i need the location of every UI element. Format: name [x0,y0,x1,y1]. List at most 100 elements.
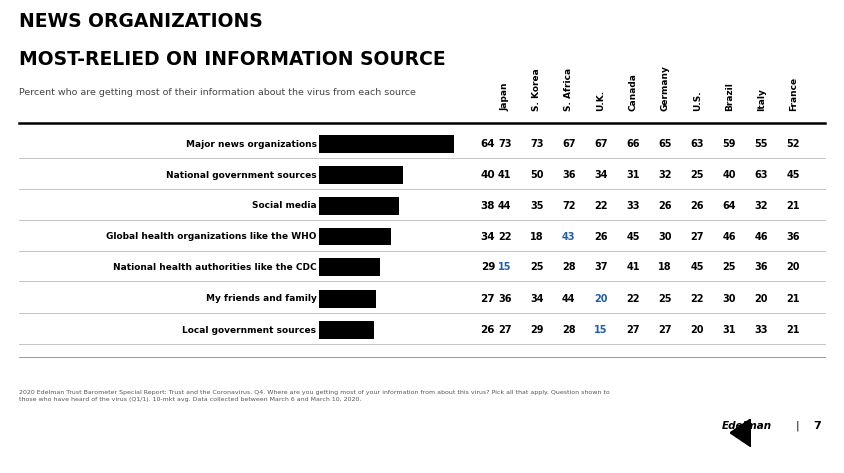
Text: 55: 55 [755,139,768,149]
Text: 25: 25 [530,262,544,272]
Text: 73: 73 [530,139,544,149]
Text: 46: 46 [722,231,736,242]
Text: S. Korea: S. Korea [533,69,541,111]
Text: 20: 20 [594,294,608,304]
Text: Local government sources: Local government sources [182,325,316,335]
Text: 15: 15 [498,262,511,272]
Text: 27: 27 [626,325,640,335]
Text: 26: 26 [690,201,704,211]
Text: 22: 22 [594,201,608,211]
Text: 27: 27 [498,325,511,335]
Text: 15: 15 [594,325,608,335]
Text: Canada: Canada [629,73,637,111]
Text: 31: 31 [626,170,640,180]
Text: 72: 72 [562,201,576,211]
Text: 22: 22 [498,231,511,242]
Text: 33: 33 [755,325,768,335]
Text: 34: 34 [480,231,495,242]
Text: 32: 32 [658,170,672,180]
Text: National health authorities like the CDC: National health authorities like the CDC [113,263,316,272]
Text: 67: 67 [594,139,608,149]
Text: 22: 22 [690,294,704,304]
Text: 18: 18 [658,262,672,272]
Text: My friends and family: My friends and family [206,294,316,304]
Text: 35: 35 [530,201,544,211]
Text: 21: 21 [787,201,800,211]
Text: Major news organizations: Major news organizations [186,140,316,149]
Text: Italy: Italy [757,88,766,111]
Text: 36: 36 [562,170,576,180]
Text: 46: 46 [755,231,768,242]
Text: 34: 34 [530,294,544,304]
Text: 40: 40 [480,170,495,180]
Text: 41: 41 [626,262,640,272]
Text: 34: 34 [594,170,608,180]
Text: Japan: Japan [500,83,509,111]
Text: National government sources: National government sources [166,170,316,180]
Text: 40: 40 [722,170,736,180]
Text: 29: 29 [530,325,544,335]
Text: |: | [796,420,799,431]
Text: 26: 26 [658,201,672,211]
Text: 7: 7 [813,420,821,431]
Text: 27: 27 [480,294,495,304]
Text: 28: 28 [562,262,576,272]
Text: 66: 66 [626,139,640,149]
Text: 50: 50 [530,170,544,180]
Text: 64: 64 [722,201,736,211]
Text: 20: 20 [755,294,768,304]
Text: 63: 63 [755,170,768,180]
Text: U.K.: U.K. [597,90,605,111]
Text: 65: 65 [658,139,672,149]
Text: 36: 36 [498,294,511,304]
Text: 25: 25 [690,170,704,180]
Text: 22: 22 [626,294,640,304]
Text: 67: 67 [562,139,576,149]
Text: MOST-RELIED ON INFORMATION SOURCE: MOST-RELIED ON INFORMATION SOURCE [19,50,445,69]
Text: Social media: Social media [252,201,316,210]
Text: NEWS ORGANIZATIONS: NEWS ORGANIZATIONS [19,12,262,31]
Text: 20: 20 [690,325,704,335]
Text: 32: 32 [755,201,768,211]
Polygon shape [730,419,751,447]
Text: 64: 64 [480,139,495,149]
Text: 45: 45 [787,170,800,180]
Text: Global health organizations like the WHO: Global health organizations like the WHO [106,232,316,241]
Text: 28: 28 [562,325,576,335]
Text: 26: 26 [594,231,608,242]
Text: Edelman: Edelman [722,420,772,431]
Text: Percent who are getting most of their information about the virus from each sour: Percent who are getting most of their in… [19,88,415,96]
Text: 63: 63 [690,139,704,149]
Text: 52: 52 [787,139,800,149]
Text: 2020 Edelman Trust Barometer Special Report: Trust and the Coronavirus. Q4. Wher: 2020 Edelman Trust Barometer Special Rep… [19,390,609,402]
Text: 37: 37 [594,262,608,272]
Text: 25: 25 [658,294,672,304]
Text: 26: 26 [480,325,495,335]
Text: 21: 21 [787,325,800,335]
Text: U.S.: U.S. [693,90,701,111]
Text: 73: 73 [498,139,511,149]
Text: 27: 27 [658,325,672,335]
Text: 44: 44 [562,294,576,304]
Text: 33: 33 [626,201,640,211]
Text: Germany: Germany [661,65,669,111]
Text: 27: 27 [690,231,704,242]
Text: 36: 36 [787,231,800,242]
Text: 36: 36 [755,262,768,272]
Text: 30: 30 [658,231,672,242]
Text: 18: 18 [530,231,544,242]
Text: 44: 44 [498,201,511,211]
Text: 21: 21 [787,294,800,304]
Text: 30: 30 [722,294,736,304]
Text: 20: 20 [787,262,800,272]
Text: S. Africa: S. Africa [565,68,573,111]
Text: 31: 31 [722,325,736,335]
Text: 45: 45 [626,231,640,242]
Text: 38: 38 [480,201,495,211]
Text: 59: 59 [722,139,736,149]
Text: 25: 25 [722,262,736,272]
Text: 43: 43 [562,231,576,242]
Text: 29: 29 [480,262,495,272]
Text: 45: 45 [690,262,704,272]
Text: 41: 41 [498,170,511,180]
